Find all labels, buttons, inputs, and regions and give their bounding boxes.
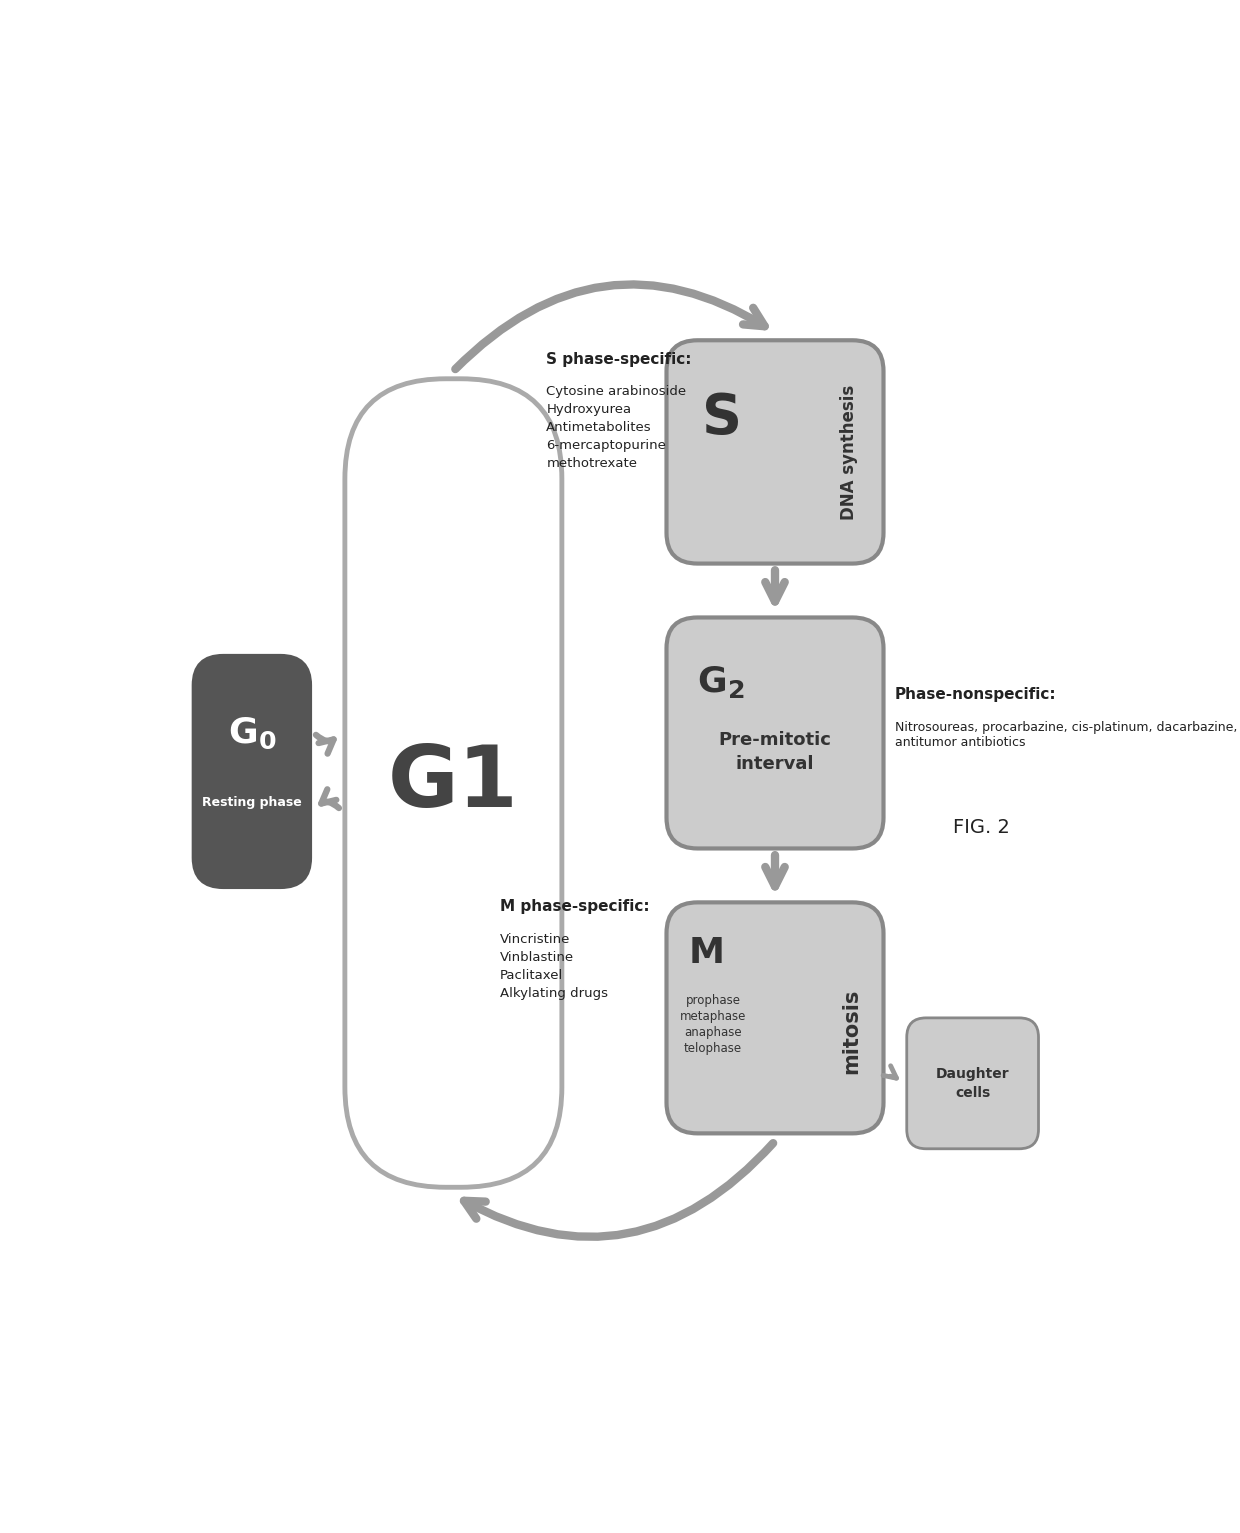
FancyBboxPatch shape <box>667 903 883 1133</box>
FancyBboxPatch shape <box>667 618 883 848</box>
Text: Cytosine arabinoside
Hydroxyurea
Antimetabolites
6-mercaptopurine
methotrexate: Cytosine arabinoside Hydroxyurea Antimet… <box>547 385 687 471</box>
Text: G1: G1 <box>388 742 518 825</box>
FancyBboxPatch shape <box>906 1018 1039 1148</box>
FancyBboxPatch shape <box>345 379 562 1187</box>
Text: DNA synthesis: DNA synthesis <box>839 385 858 520</box>
Text: Resting phase: Resting phase <box>202 796 301 809</box>
Text: Daughter
cells: Daughter cells <box>936 1067 1009 1099</box>
FancyBboxPatch shape <box>193 656 310 888</box>
Text: mitosis: mitosis <box>841 989 861 1075</box>
FancyBboxPatch shape <box>667 340 883 564</box>
Text: S phase-specific:: S phase-specific: <box>547 351 692 366</box>
Text: M phase-specific:: M phase-specific: <box>500 898 650 914</box>
Text: FIG. 2: FIG. 2 <box>954 817 1011 837</box>
Text: Nitrosoureas, procarbazine, cis-platinum, dacarbazine, antitumor antibiotics: Nitrosoureas, procarbazine, cis-platinum… <box>895 722 1238 750</box>
Text: $\mathbf{G_2}$: $\mathbf{G_2}$ <box>697 664 744 701</box>
Text: Vincristine
Vinblastine
Paclitaxel
Alkylating drugs: Vincristine Vinblastine Paclitaxel Alkyl… <box>500 934 608 1000</box>
Text: prophase
metaphase
anaphase
telophase: prophase metaphase anaphase telophase <box>680 995 746 1055</box>
Text: Phase-nonspecific:: Phase-nonspecific: <box>895 687 1056 702</box>
Text: S: S <box>702 391 743 446</box>
Text: Pre-mitotic
interval: Pre-mitotic interval <box>718 731 832 773</box>
Text: M: M <box>688 937 725 970</box>
Text: $\mathbf{G_0}$: $\mathbf{G_0}$ <box>228 716 277 751</box>
